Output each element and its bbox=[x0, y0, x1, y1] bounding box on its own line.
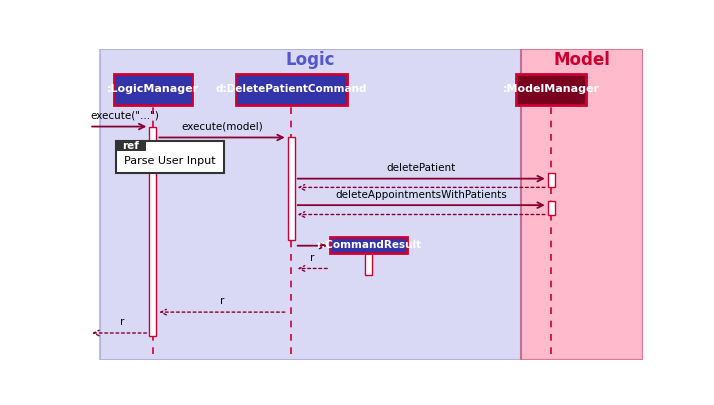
FancyBboxPatch shape bbox=[330, 237, 408, 253]
FancyBboxPatch shape bbox=[116, 141, 223, 173]
FancyBboxPatch shape bbox=[521, 49, 643, 360]
Text: deleteAppointmentsWithPatients: deleteAppointmentsWithPatients bbox=[336, 190, 507, 200]
Text: Parse User Input: Parse User Input bbox=[124, 156, 216, 166]
Text: r:CommandResult: r:CommandResult bbox=[316, 240, 421, 250]
Text: Logic: Logic bbox=[286, 51, 336, 68]
FancyBboxPatch shape bbox=[548, 201, 555, 215]
Text: ref: ref bbox=[123, 141, 139, 151]
FancyBboxPatch shape bbox=[100, 49, 521, 360]
FancyBboxPatch shape bbox=[365, 253, 372, 275]
Text: :LogicManager: :LogicManager bbox=[107, 84, 199, 94]
Text: execute("..."): execute("...") bbox=[91, 111, 159, 121]
FancyBboxPatch shape bbox=[236, 74, 346, 105]
Text: r: r bbox=[120, 318, 125, 327]
FancyBboxPatch shape bbox=[114, 74, 191, 105]
Text: r: r bbox=[310, 253, 315, 263]
Text: r: r bbox=[220, 296, 224, 307]
Text: deletePatient: deletePatient bbox=[387, 163, 456, 173]
Text: :ModelManager: :ModelManager bbox=[503, 84, 600, 94]
Text: execute(model): execute(model) bbox=[181, 122, 263, 132]
Text: d:DeletePatientCommand: d:DeletePatientCommand bbox=[216, 84, 367, 94]
FancyBboxPatch shape bbox=[516, 74, 585, 105]
FancyBboxPatch shape bbox=[116, 141, 146, 151]
FancyBboxPatch shape bbox=[548, 173, 555, 188]
FancyBboxPatch shape bbox=[149, 126, 156, 335]
Text: Model: Model bbox=[553, 51, 610, 68]
FancyBboxPatch shape bbox=[288, 137, 295, 241]
